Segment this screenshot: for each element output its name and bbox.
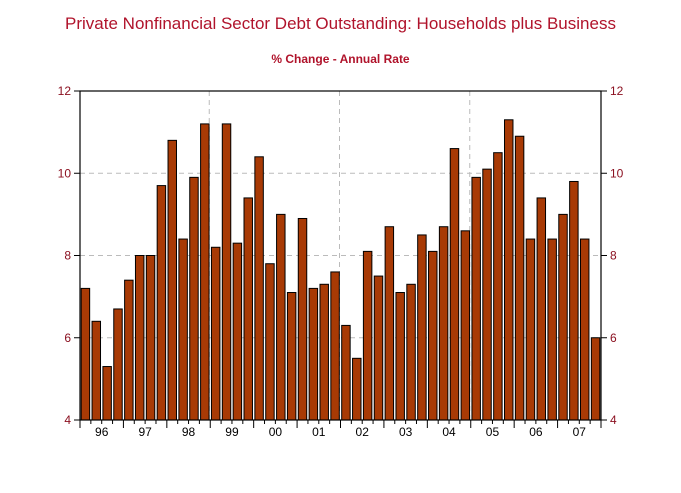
bar: [352, 357, 362, 421]
bar: [243, 197, 253, 421]
bar: [113, 308, 123, 421]
bar: [341, 324, 351, 421]
y-tick-label-right: 6: [610, 331, 617, 345]
chart-subtitle: % Change - Annual Rate: [271, 52, 410, 66]
bar: [200, 123, 210, 421]
bar: [384, 226, 395, 421]
x-tick-label: 00: [269, 425, 283, 439]
x-tick-label: 07: [573, 425, 587, 439]
bar: [417, 234, 427, 421]
bar: [167, 139, 177, 421]
bar: [319, 283, 329, 421]
y-tick-label-right: 4: [610, 413, 617, 427]
bar: [482, 168, 492, 421]
x-tick-label: 05: [486, 425, 500, 439]
bar: [91, 320, 102, 421]
bar: [308, 287, 319, 421]
x-tick-label: 97: [138, 425, 152, 439]
bar: [362, 250, 373, 421]
chart-title: Private Nonfinancial Sector Debt Outstan…: [65, 14, 616, 33]
y-tick-label-left: 8: [64, 249, 71, 263]
bar: [438, 226, 449, 421]
x-tick-label: 98: [182, 425, 196, 439]
bar: [156, 185, 167, 421]
bar: [124, 279, 134, 421]
bar: [134, 255, 145, 421]
y-tick-label-left: 6: [64, 331, 71, 345]
bar: [189, 176, 199, 421]
bar: [558, 213, 568, 421]
bar: [330, 271, 340, 421]
bar: [102, 366, 112, 421]
y-tick-label-left: 12: [58, 84, 72, 98]
bar: [493, 152, 503, 421]
y-tick-label-right: 8: [610, 249, 617, 263]
bar: [221, 123, 232, 421]
bar: [286, 292, 297, 421]
y-tick-label-left: 4: [64, 413, 71, 427]
x-tick-label: 96: [95, 425, 109, 439]
bar: [590, 337, 601, 421]
bar: [80, 287, 91, 421]
x-tick-label: 01: [312, 425, 326, 439]
x-tick-label: 99: [225, 425, 239, 439]
bar: [145, 255, 156, 421]
bar: [428, 250, 438, 421]
bar: [254, 156, 264, 421]
bar: [504, 119, 514, 421]
bar: [373, 275, 384, 421]
bar: [579, 238, 590, 421]
bar: [276, 213, 286, 421]
bar: [297, 217, 308, 421]
bar: [471, 176, 481, 421]
bar: [178, 238, 188, 421]
x-tick-label: 03: [399, 425, 413, 439]
bar: [460, 230, 471, 421]
bar: [536, 197, 547, 421]
bar: [395, 292, 405, 421]
y-tick-label-right: 12: [610, 84, 624, 98]
bar: [210, 246, 221, 421]
bar: [265, 263, 275, 421]
bar: [514, 135, 525, 421]
bar: [525, 238, 536, 421]
x-tick-label: 02: [356, 425, 370, 439]
bar: [449, 148, 460, 421]
y-tick-label-left: 10: [58, 166, 72, 180]
y-tick-label-right: 10: [610, 166, 624, 180]
x-tick-label: 06: [529, 425, 543, 439]
x-tick-label: 04: [442, 425, 456, 439]
bar: [547, 238, 557, 421]
bar: [406, 283, 416, 421]
bar: [232, 242, 243, 421]
bar: [569, 180, 579, 421]
